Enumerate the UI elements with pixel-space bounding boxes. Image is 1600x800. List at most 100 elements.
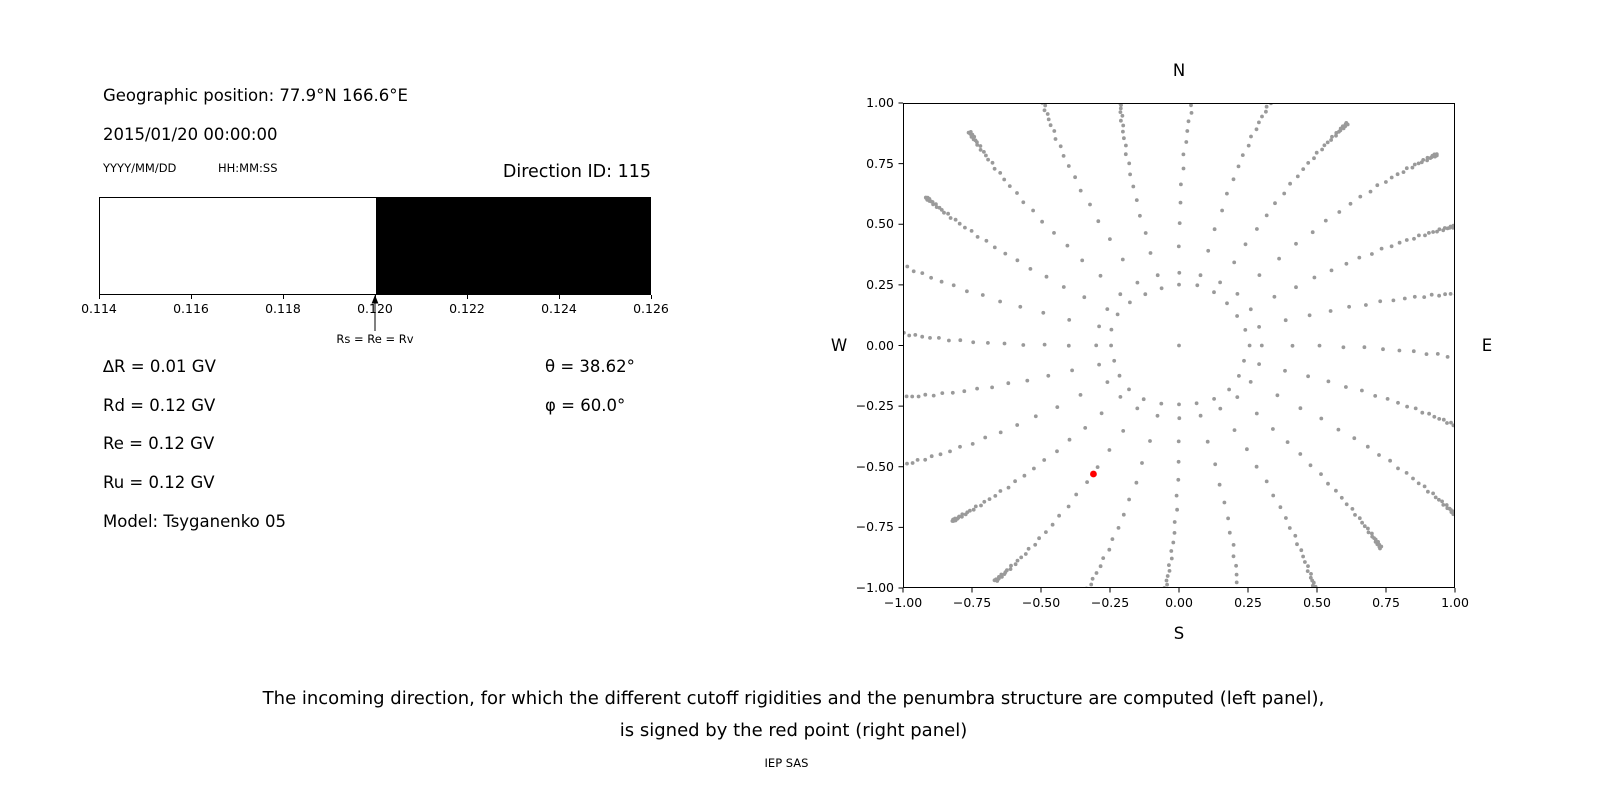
ray-dot — [1344, 121, 1349, 125]
ray-dot — [1176, 439, 1181, 444]
ray-dot — [1031, 208, 1035, 213]
ray-dot — [1301, 554, 1305, 559]
ray-dot — [920, 334, 925, 339]
ray-dot — [1397, 348, 1402, 353]
ray-dot — [1288, 181, 1292, 186]
time-format-label: HH:MM:SS — [218, 161, 278, 175]
ray-dot — [915, 458, 920, 462]
ray-dot — [1189, 103, 1193, 108]
ray-dot — [938, 452, 943, 457]
ray-dot — [1070, 368, 1074, 373]
x-tick-label: 0.75 — [1372, 595, 1400, 610]
ray-dot — [931, 393, 936, 398]
ray-dot — [1445, 355, 1450, 359]
ray-dot — [1175, 507, 1179, 512]
ray-dot — [1176, 477, 1181, 482]
direction-map-plot — [898, 102, 1456, 593]
ray-dot — [1401, 170, 1406, 174]
ray-dot — [1277, 256, 1281, 261]
ray-dot — [1032, 466, 1036, 471]
ray-dot — [1317, 343, 1322, 348]
ray-dot — [1339, 495, 1344, 500]
ray-dot — [1096, 219, 1101, 224]
inner-ring-dot — [1195, 283, 1200, 288]
ray-dot — [975, 143, 980, 147]
ray-dot — [1234, 572, 1239, 577]
ray-dot — [948, 216, 953, 220]
ray-dot — [1432, 414, 1437, 419]
ray-dot — [1101, 556, 1106, 560]
ray-dot — [1264, 109, 1268, 114]
ray-dot — [1206, 248, 1211, 253]
ray-dot — [948, 449, 952, 454]
penumbra-x-tick-label: 0.118 — [265, 301, 301, 316]
ray-dot — [897, 332, 901, 336]
ray-dot — [1357, 255, 1362, 260]
y-tick-label: −0.75 — [855, 519, 894, 535]
ray-dot — [1344, 385, 1348, 389]
ray-dot — [1264, 213, 1269, 218]
ray-dot — [911, 269, 916, 274]
ray-dot — [1388, 458, 1392, 463]
ray-dot — [1319, 472, 1323, 476]
ray-dot — [950, 519, 955, 523]
ray-dot — [1397, 240, 1402, 245]
compass-east-label: E — [1481, 336, 1493, 355]
scatter-dots-group — [897, 103, 1455, 588]
ray-dot — [1443, 292, 1447, 297]
ray-dot — [1384, 180, 1388, 184]
ray-dot — [1169, 549, 1174, 553]
ray-dot — [1165, 574, 1170, 578]
ray-dot — [1169, 556, 1174, 561]
ray-dot — [1048, 123, 1053, 128]
ray-dot — [1167, 569, 1172, 573]
ray-dot — [1057, 513, 1061, 518]
ray-dot — [1357, 516, 1362, 521]
ray-dot — [1295, 174, 1300, 179]
ray-dot — [980, 293, 985, 297]
ray-dot — [1124, 143, 1128, 148]
ray-dot — [1305, 569, 1310, 573]
ray-dot — [1121, 123, 1126, 128]
inner-ring-dot — [1212, 290, 1216, 295]
penumbra-x-tick-label: 0.114 — [81, 301, 117, 316]
ray-dot — [1074, 492, 1079, 497]
x-tick-label: −0.75 — [952, 595, 992, 610]
compass-west-label: W — [830, 336, 848, 355]
penumbra-x-tick-label: 0.120 — [357, 301, 393, 316]
ray-dot — [1334, 488, 1338, 493]
inner-ring-dot — [1225, 301, 1229, 306]
ray-dot — [1344, 502, 1349, 507]
ray-dot — [1015, 258, 1020, 263]
ray-dot — [1254, 464, 1259, 469]
ray-dot — [1213, 462, 1218, 467]
ray-dot — [966, 130, 971, 135]
x-tick-label: −1.00 — [883, 595, 923, 610]
ray-dot — [1080, 258, 1085, 263]
y-tick-label: 1.00 — [866, 95, 894, 110]
ray-dot — [1353, 513, 1357, 517]
ru-value: Ru = 0.12 GV — [103, 473, 215, 492]
ray-dot — [1121, 429, 1126, 433]
caption-line-1: The incoming direction, for which the di… — [262, 688, 1325, 709]
ray-dot — [1366, 526, 1370, 531]
phi-value: φ = 60.0° — [545, 396, 626, 415]
ray-dot — [1411, 349, 1416, 354]
ray-dot — [1260, 114, 1264, 119]
penumbra-x-tick-mark — [191, 295, 192, 299]
ray-dot — [1243, 242, 1248, 247]
ray-dot — [1177, 221, 1182, 225]
ray-dot — [958, 444, 962, 449]
ray-dot — [1046, 373, 1051, 378]
ray-dot — [1310, 230, 1315, 235]
ray-dot — [1176, 459, 1181, 464]
ray-dot — [975, 386, 979, 391]
ray-dot — [998, 489, 1003, 493]
ray-dot — [1257, 325, 1261, 329]
ray-dot — [1120, 257, 1125, 262]
ray-dot — [984, 238, 989, 243]
ray-dot — [928, 336, 932, 340]
rd-value: Rd = 0.12 GV — [103, 396, 216, 415]
ray-dot — [1431, 230, 1435, 234]
ray-dot — [1041, 310, 1046, 315]
